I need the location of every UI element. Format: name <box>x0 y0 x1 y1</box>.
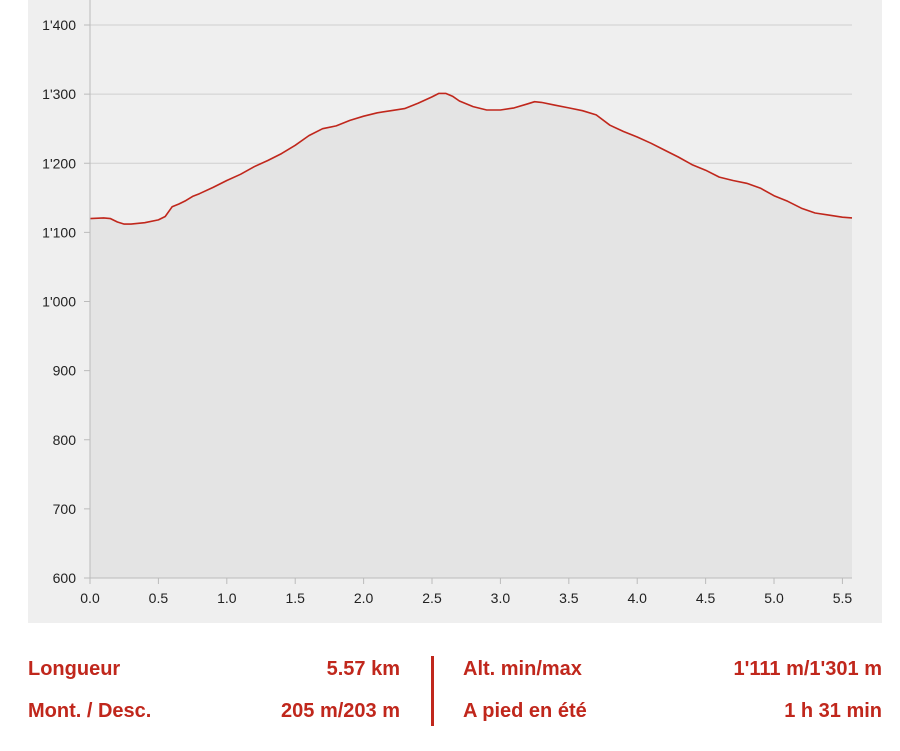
tick-labels: 600 700 800 900 1'000 1'100 1'200 1'300 1'400 0.0… <box>42 17 852 606</box>
y-tick-label: 900 <box>53 363 77 379</box>
x-tick-label: 1.5 <box>285 590 305 606</box>
length-value: 5.57 km <box>326 658 400 680</box>
y-tick-label: 1'300 <box>42 86 76 102</box>
y-tick-label: 1'000 <box>42 294 76 310</box>
elevation-chart-panel: 600 700 800 900 1'000 1'100 1'200 1'300 1'400 0.0… <box>28 0 882 623</box>
walking-time-value: 1 h 31 min <box>784 700 882 722</box>
x-tick-label: 4.0 <box>627 590 647 606</box>
x-tick-label: 2.5 <box>422 590 442 606</box>
ascent-descent-label: Mont. / Desc. <box>28 700 152 722</box>
stats-divider <box>431 656 434 726</box>
x-tick-label: 3.5 <box>559 590 579 606</box>
elevation-line <box>89 92 853 225</box>
alt-minmax-value: 1'111 m/1'301 m <box>733 658 882 680</box>
x-tick-label: 5.5 <box>833 590 853 606</box>
y-tick-label: 1'200 <box>42 155 76 171</box>
y-tick-label: 600 <box>53 570 77 586</box>
x-tick-label: 0.5 <box>149 590 169 606</box>
x-tick-label: 3.0 <box>491 590 511 606</box>
axes-layer <box>84 0 852 584</box>
ascent-descent-value: 205 m/203 m <box>281 700 400 722</box>
y-tick-label: 1'400 <box>42 17 76 33</box>
alt-minmax-label: Alt. min/max <box>463 658 582 680</box>
route-stats: Longueur 5.57 km Mont. / Desc. 205 m/203… <box>28 650 883 740</box>
x-tick-label: 5.0 <box>764 590 784 606</box>
x-tick-label: 0.0 <box>80 590 100 606</box>
length-label: Longueur <box>28 658 121 680</box>
x-tick-label: 1.0 <box>217 590 237 606</box>
elevation-area-fill <box>90 93 852 579</box>
y-tick-label: 1'100 <box>42 224 76 240</box>
y-tick-label: 700 <box>53 501 77 517</box>
elevation-profile-chart: 600 700 800 900 1'000 1'100 1'200 1'300 1'400 0.0… <box>42 0 853 606</box>
walking-time-label: A pied en été <box>463 700 587 722</box>
x-tick-label: 4.5 <box>696 590 716 606</box>
x-tick-label: 2.0 <box>354 590 374 606</box>
y-tick-label: 800 <box>53 432 77 448</box>
